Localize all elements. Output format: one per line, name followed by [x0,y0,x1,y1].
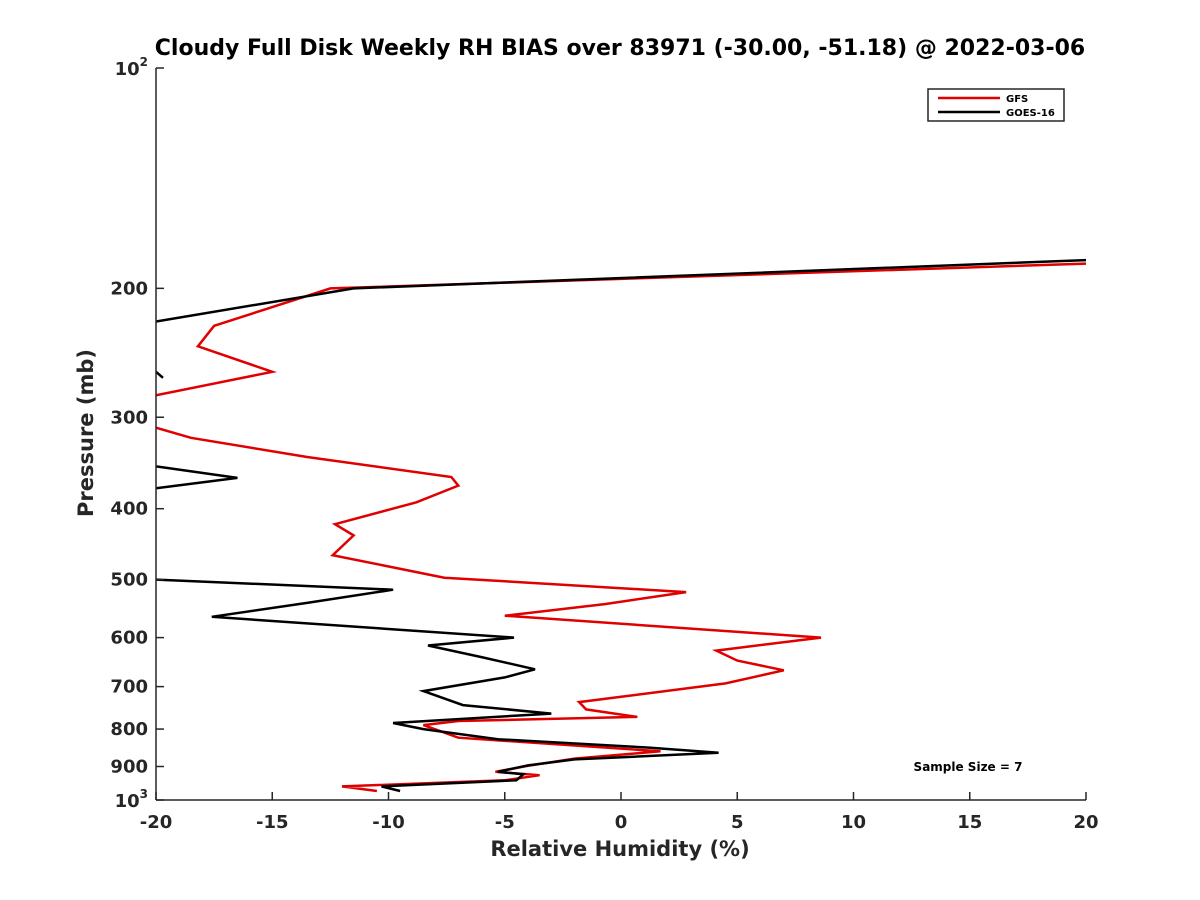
y-tick-label: 600 [110,628,148,649]
y-tick-label: 102 [115,55,148,80]
x-axis-label: Relative Humidity (%) [490,837,749,861]
x-tick-label: -20 [140,812,173,833]
x-tick-label: 20 [1073,812,1098,833]
y-tick-label: 300 [110,407,148,428]
x-tick-label: -10 [372,812,405,833]
series-line-gfs [156,262,1086,793]
series-line-goes-16 [156,258,1086,793]
legend: GFS GOES-16 [927,88,1065,122]
y-axis: 102 200 300 400 500 600 700 800 900 103 [110,55,164,812]
x-tick-label: 5 [731,812,744,833]
legend-box [927,88,1065,122]
chart-title: Cloudy Full Disk Weekly RH BIAS over 839… [155,36,1085,61]
sample-size-annotation: Sample Size = 7 [914,760,1023,774]
series-lines [156,258,1086,793]
x-tick-label: 0 [615,812,628,833]
y-tick-label: 400 [110,499,148,520]
x-tick-label: 10 [841,812,866,833]
x-axis: -20 -15 -10 -5 0 5 10 15 20 [140,792,1099,833]
y-tick-label: 900 [110,757,148,778]
x-tick-label: -15 [256,812,289,833]
y-tick-label: 700 [110,677,148,698]
legend-label-goes-16: GOES-16 [1006,108,1055,119]
y-axis-label: Pressure (mb) [74,349,98,517]
plot-area [155,68,1086,801]
y-tick-label: 103 [115,787,148,812]
y-tick-label: 500 [110,570,148,591]
y-tick-label: 800 [110,719,148,740]
y-tick-label: 200 [110,278,148,299]
legend-label-gfs: GFS [1006,94,1028,105]
x-tick-label: -5 [495,812,515,833]
x-tick-label: 15 [957,812,982,833]
